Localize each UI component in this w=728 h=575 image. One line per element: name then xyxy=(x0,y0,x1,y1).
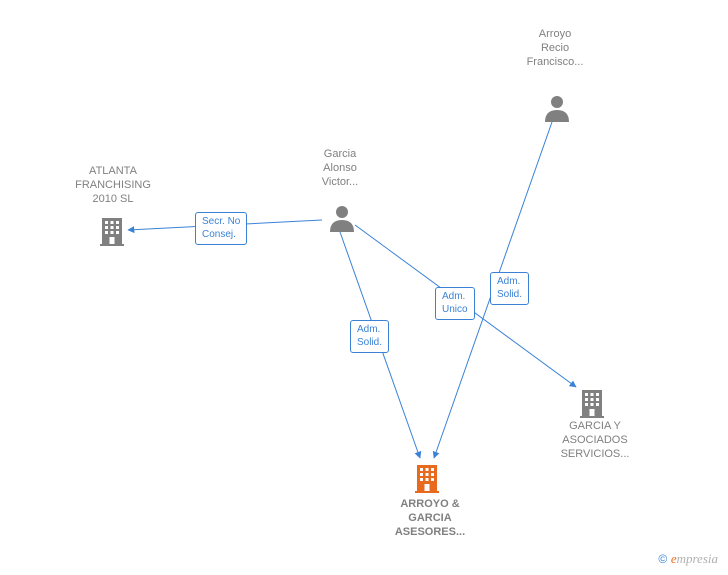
edge-label-adm-solid-2: Adm. Solid. xyxy=(490,272,529,305)
edge-label-adm-solid-1: Adm. Solid. xyxy=(350,320,389,353)
node-label-garcia-alonso[interactable]: Garcia Alonso Victor... xyxy=(305,148,375,189)
watermark: © empresia xyxy=(658,551,718,567)
building-icon[interactable] xyxy=(580,390,604,418)
diagram-canvas: ATLANTA FRANCHISING 2010 SL Garcia Alons… xyxy=(0,0,728,575)
building-icon[interactable] xyxy=(415,465,439,493)
node-label-arroyo-recio[interactable]: Arroyo Recio Francisco... xyxy=(510,28,600,69)
building-icon[interactable] xyxy=(100,218,124,246)
node-label-arroyo-garcia[interactable]: ARROYO & GARCIA ASESORES... xyxy=(380,498,480,539)
copyright-symbol: © xyxy=(658,552,667,566)
brand-rest: mpresia xyxy=(677,551,718,566)
node-label-garcia-asociados[interactable]: GARCIA Y ASOCIADOS SERVICIOS... xyxy=(545,420,645,461)
svg-layer xyxy=(0,0,728,575)
edge-label-adm-unico: Adm. Unico xyxy=(435,287,475,320)
edge-label-secr-no-consej: Secr. No Consej. xyxy=(195,212,247,245)
node-label-atlanta[interactable]: ATLANTA FRANCHISING 2010 SL xyxy=(63,165,163,206)
person-icon[interactable] xyxy=(545,96,569,122)
person-icon[interactable] xyxy=(330,206,354,232)
